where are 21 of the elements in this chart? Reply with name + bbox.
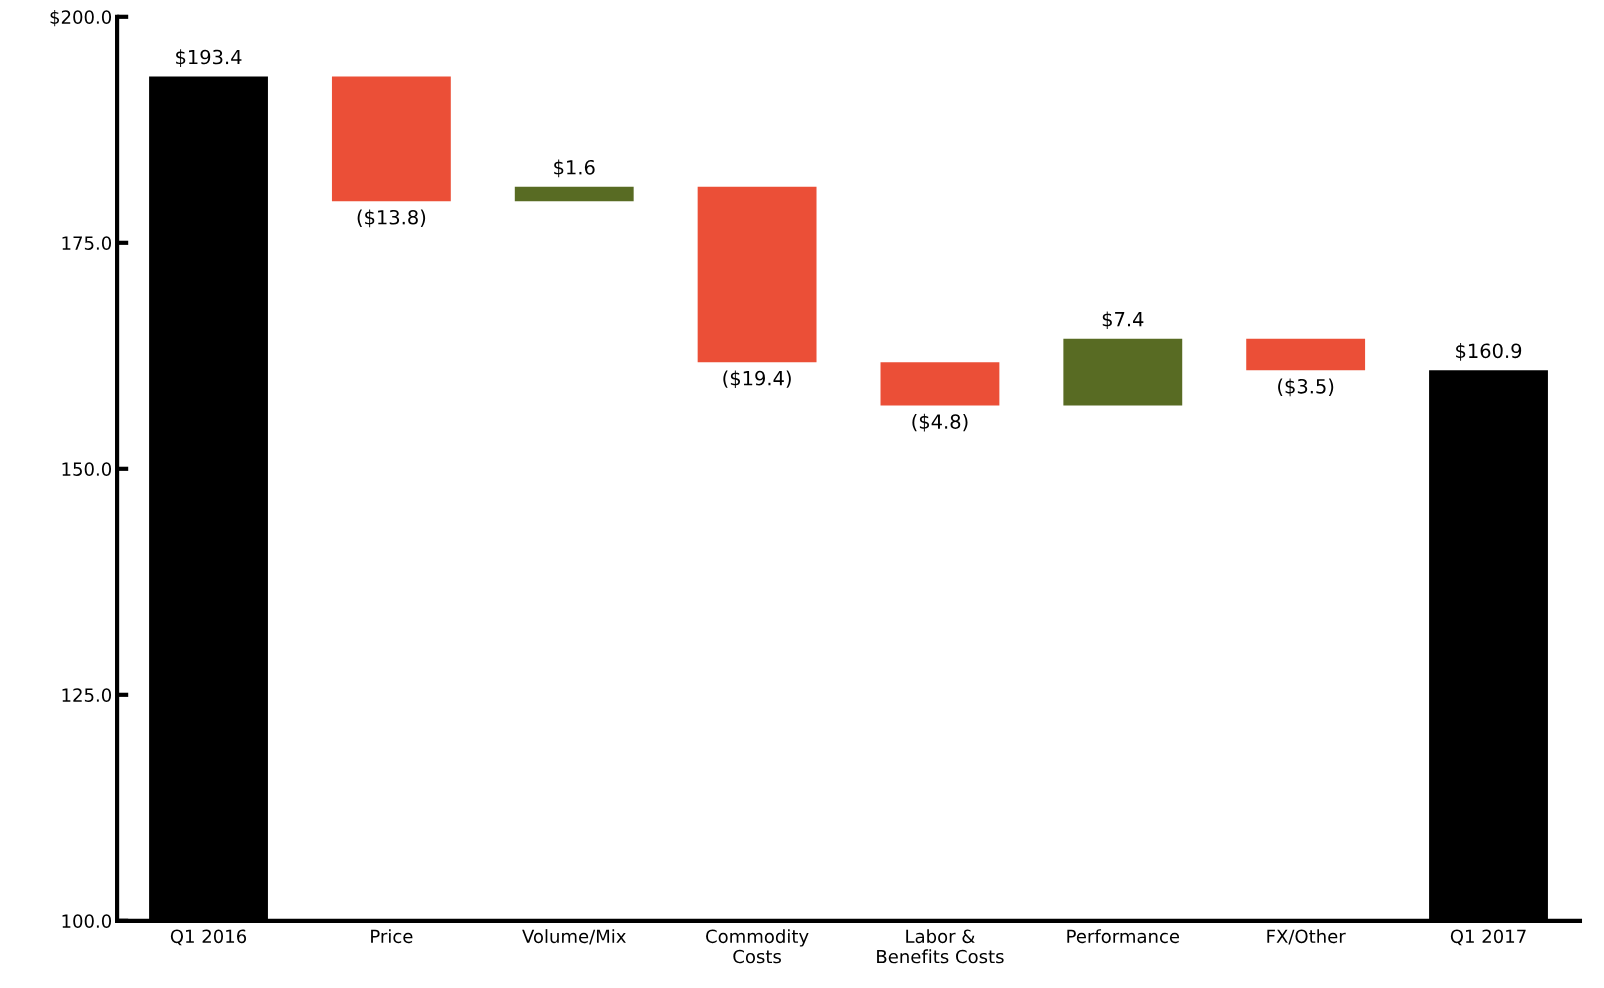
x-tick-label: Volume/Mix (522, 929, 626, 945)
x-tick-label: Q1 2017 (1450, 929, 1526, 946)
y-tick-label: 100.0 (62, 914, 112, 928)
x-tick-label: Price (371, 929, 413, 944)
y-tick-label: 175.0 (62, 236, 112, 250)
x-tick-label: Commodity Costs (706, 929, 809, 964)
data-label: $160.9 (1456, 343, 1522, 361)
data-label: ($4.8) (912, 413, 968, 432)
x-tick-label: Labor & Benefits Costs (877, 929, 1004, 964)
data-label: ($13.8) (357, 209, 426, 228)
data-label: $1.6 (554, 159, 595, 178)
x-tick-label: Q1 2016 (170, 929, 247, 946)
y-tick-label: $200.0 (50, 9, 112, 27)
y-tick-label: 125.0 (62, 688, 112, 702)
data-label: $193.4 (176, 49, 242, 67)
y-tick-label: 150.0 (62, 462, 112, 476)
data-label: ($19.4) (723, 370, 791, 389)
data-label: ($3.5) (1278, 378, 1334, 397)
x-tick-label: Performance (1067, 929, 1180, 944)
x-tick-label: FX/Other (1267, 929, 1346, 945)
data-label: $7.4 (1102, 311, 1144, 330)
